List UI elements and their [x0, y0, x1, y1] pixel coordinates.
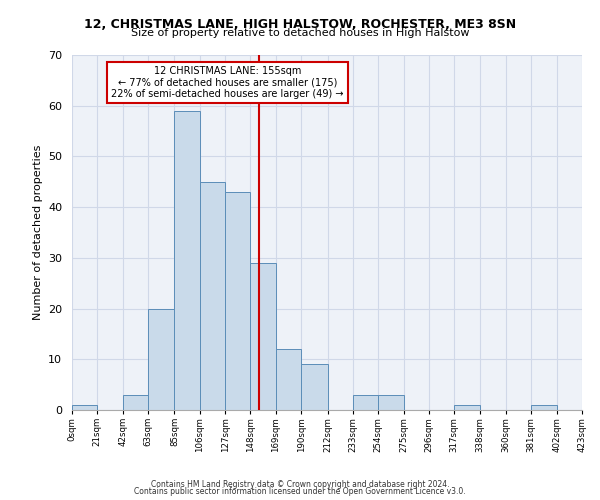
Bar — [175, 111, 200, 410]
Bar — [72, 405, 97, 410]
Bar — [353, 395, 378, 410]
Bar — [225, 192, 250, 410]
Bar — [122, 395, 148, 410]
Text: Size of property relative to detached houses in High Halstow: Size of property relative to detached ho… — [131, 28, 469, 38]
Bar — [276, 349, 301, 410]
Y-axis label: Number of detached properties: Number of detached properties — [32, 145, 43, 320]
Text: 12 CHRISTMAS LANE: 155sqm
← 77% of detached houses are smaller (175)
22% of semi: 12 CHRISTMAS LANE: 155sqm ← 77% of detac… — [111, 66, 344, 99]
Bar — [148, 308, 175, 410]
Bar — [454, 405, 479, 410]
Bar — [301, 364, 328, 410]
Text: 12, CHRISTMAS LANE, HIGH HALSTOW, ROCHESTER, ME3 8SN: 12, CHRISTMAS LANE, HIGH HALSTOW, ROCHES… — [84, 18, 516, 30]
Text: Contains public sector information licensed under the Open Government Licence v3: Contains public sector information licen… — [134, 487, 466, 496]
Text: Contains HM Land Registry data © Crown copyright and database right 2024.: Contains HM Land Registry data © Crown c… — [151, 480, 449, 489]
Bar — [378, 395, 404, 410]
Bar — [532, 405, 557, 410]
Bar — [200, 182, 225, 410]
Bar — [250, 263, 276, 410]
